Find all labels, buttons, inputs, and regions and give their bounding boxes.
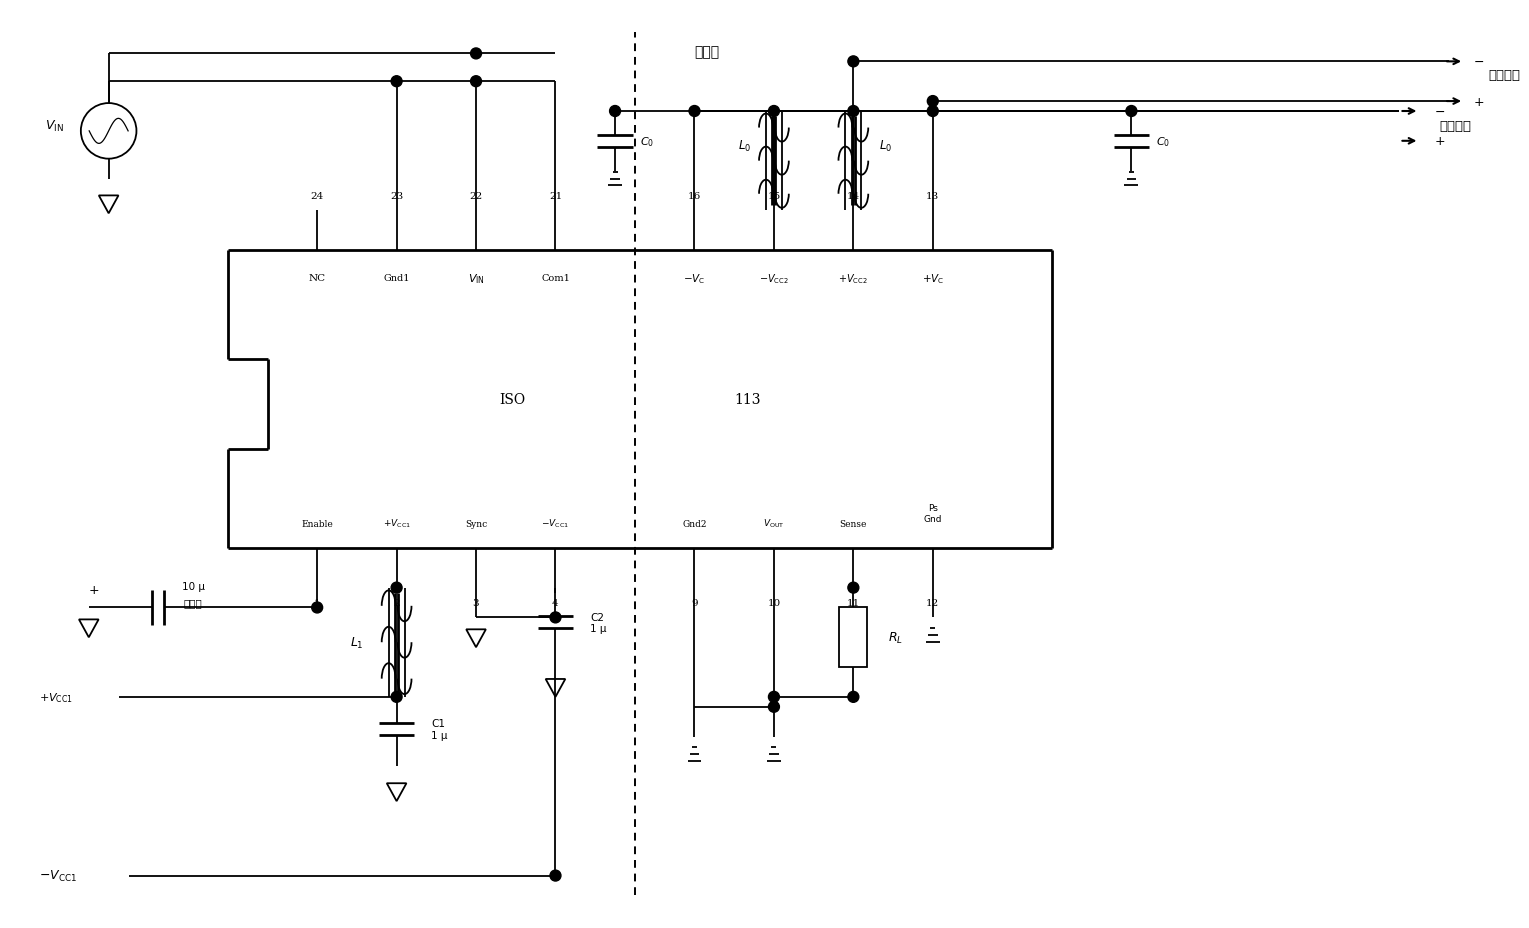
Text: $-V_{\rm CC1}$: $-V_{\rm CC1}$	[40, 868, 76, 883]
Circle shape	[391, 77, 402, 87]
Text: +: +	[1474, 96, 1485, 109]
Text: 14: 14	[847, 192, 859, 200]
Text: 1: 1	[313, 599, 321, 607]
Text: 21: 21	[549, 192, 563, 200]
Circle shape	[471, 49, 482, 59]
Text: 电源输出: 电源输出	[1439, 121, 1471, 134]
Circle shape	[81, 104, 136, 160]
Polygon shape	[99, 196, 118, 214]
Text: $+V_{\rm CC1}$: $+V_{\rm CC1}$	[382, 517, 411, 530]
Text: $L_0$: $L_0$	[879, 139, 891, 154]
Text: 钽电容: 钽电容	[183, 598, 202, 608]
Text: $-V_{\rm CC2}$: $-V_{\rm CC2}$	[758, 272, 789, 286]
Text: 电源输出: 电源输出	[1489, 69, 1521, 82]
Text: Gnd2: Gnd2	[682, 519, 706, 528]
Polygon shape	[387, 783, 407, 801]
Text: $+V_{\rm CC1}$: $+V_{\rm CC1}$	[40, 690, 73, 704]
Text: $-V_{\rm C}$: $-V_{\rm C}$	[683, 272, 706, 286]
Text: Gnd1: Gnd1	[384, 274, 410, 283]
Text: C2
1 μ: C2 1 μ	[590, 612, 607, 634]
Circle shape	[769, 691, 780, 702]
Bar	[839, 608, 867, 667]
Circle shape	[550, 612, 561, 624]
Circle shape	[471, 77, 482, 87]
Text: 15: 15	[768, 192, 780, 200]
Text: 2: 2	[393, 599, 401, 607]
Text: $V_{\rm IN}$: $V_{\rm IN}$	[44, 119, 63, 135]
Text: $V_{\rm OUT}$: $V_{\rm OUT}$	[763, 517, 784, 530]
Text: 16: 16	[688, 192, 702, 200]
Text: $V_{\rm IN}$: $V_{\rm IN}$	[468, 272, 485, 286]
Text: 4: 4	[552, 599, 558, 607]
Text: Ps
Gnd: Ps Gnd	[924, 504, 942, 523]
Text: Sense: Sense	[839, 519, 867, 528]
Text: 10 μ: 10 μ	[182, 581, 205, 591]
Text: 3: 3	[472, 599, 480, 607]
Text: $C_0$: $C_0$	[1156, 135, 1170, 148]
Text: 13: 13	[927, 192, 939, 200]
Text: $L_1$: $L_1$	[350, 635, 364, 651]
Text: $+V_{\rm CC2}$: $+V_{\rm CC2}$	[838, 272, 868, 286]
Text: 12: 12	[927, 599, 939, 607]
Text: +: +	[1434, 135, 1445, 148]
Text: Enable: Enable	[301, 519, 333, 528]
Text: 22: 22	[469, 192, 483, 200]
Circle shape	[769, 107, 780, 117]
Text: C1
1 μ: C1 1 μ	[431, 718, 448, 741]
Text: $C_0$: $C_0$	[639, 135, 654, 148]
Text: $+V_{\rm C}$: $+V_{\rm C}$	[922, 272, 943, 286]
Text: 113: 113	[734, 393, 761, 406]
Text: Sync: Sync	[465, 519, 488, 528]
Polygon shape	[80, 620, 98, 638]
Circle shape	[849, 57, 859, 68]
Circle shape	[391, 583, 402, 593]
Text: Com1: Com1	[541, 274, 570, 283]
Circle shape	[927, 97, 939, 108]
Text: −: −	[1434, 106, 1445, 119]
Text: NC: NC	[309, 274, 326, 283]
Circle shape	[690, 107, 700, 117]
Text: $R_L$: $R_L$	[888, 630, 904, 645]
Text: +: +	[89, 584, 99, 597]
Text: 11: 11	[847, 599, 859, 607]
Circle shape	[610, 107, 621, 117]
Text: 23: 23	[390, 192, 404, 200]
Circle shape	[312, 602, 323, 613]
Circle shape	[769, 702, 780, 713]
Text: ISO: ISO	[500, 393, 526, 406]
Circle shape	[927, 107, 939, 117]
Text: 9: 9	[691, 599, 697, 607]
Text: $-V_{\rm CC1}$: $-V_{\rm CC1}$	[541, 517, 569, 530]
Circle shape	[1125, 107, 1138, 117]
Circle shape	[391, 691, 402, 702]
Text: −: −	[1474, 56, 1485, 69]
Polygon shape	[546, 679, 566, 697]
Text: $L_0$: $L_0$	[737, 139, 751, 154]
Circle shape	[849, 583, 859, 593]
Circle shape	[849, 691, 859, 702]
Text: 10: 10	[768, 599, 780, 607]
Polygon shape	[466, 629, 486, 648]
Circle shape	[849, 107, 859, 117]
Circle shape	[550, 870, 561, 881]
Text: 隔离栅: 隔离栅	[694, 45, 720, 59]
Text: 24: 24	[310, 192, 324, 200]
